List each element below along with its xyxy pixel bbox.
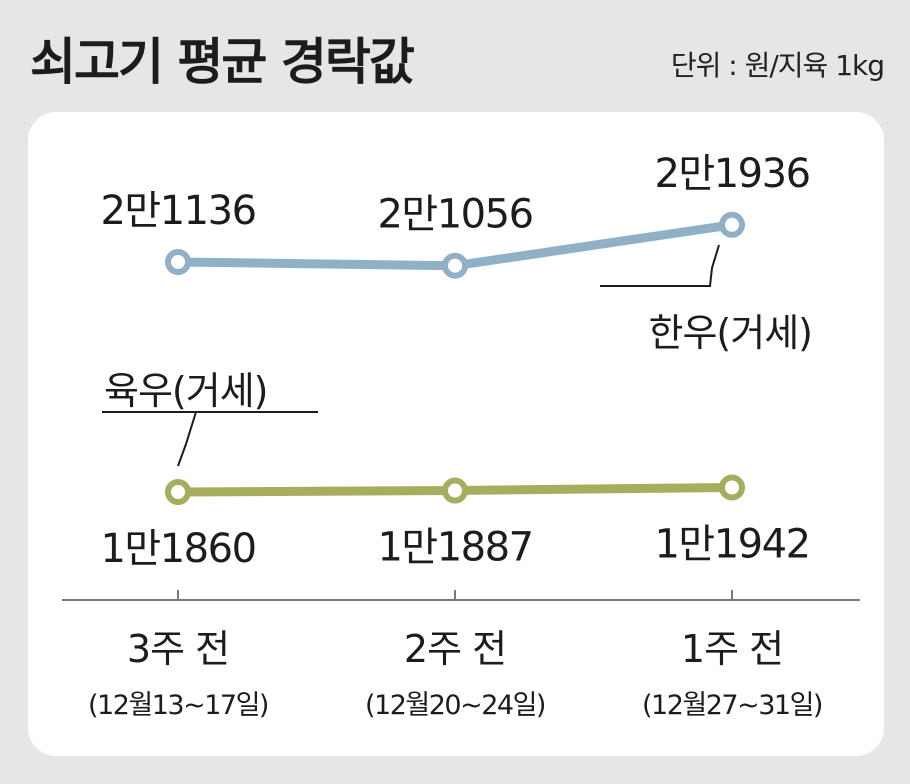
data-point	[165, 479, 191, 505]
x-tick-sublabel: (12월20~24일)	[365, 690, 545, 721]
chart-title: 쇠고기 평균 경락값	[30, 33, 415, 91]
data-point	[442, 252, 468, 279]
series-callout-leader	[600, 244, 720, 287]
data-label: 2만1936	[654, 151, 809, 197]
x-tick-sublabel: (12월13~17일)	[88, 690, 268, 721]
data-point	[719, 211, 745, 238]
data-point	[719, 474, 745, 501]
series-label: 육우(거세)	[104, 369, 268, 413]
unit-label: 단위 : 원/지육 1kg	[670, 49, 885, 82]
x-tick-label: 1주 전	[681, 627, 783, 671]
data-label: 2만1136	[100, 188, 255, 234]
x-tick-sublabel: (12월27~31일)	[642, 690, 822, 721]
data-point	[165, 249, 191, 275]
series-label: 한우(거세)	[649, 311, 813, 355]
x-tick-label: 3주 전	[127, 627, 229, 671]
data-label: 1만1942	[654, 521, 809, 567]
data-label: 1만1860	[100, 526, 255, 572]
data-point	[442, 477, 468, 504]
data-label: 2만1056	[377, 192, 532, 238]
data-label: 1만1887	[377, 525, 532, 571]
x-tick-label: 2주 전	[404, 627, 506, 671]
series-callout-leader	[177, 411, 197, 467]
